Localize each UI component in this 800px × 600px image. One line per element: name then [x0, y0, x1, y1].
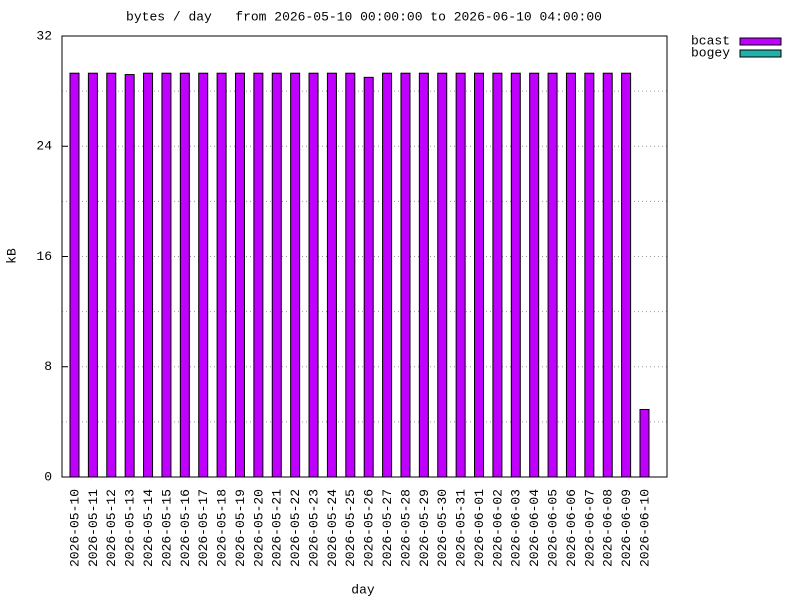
x-tick-label: 2026-06-06	[564, 489, 579, 567]
x-tick-label: 2026-05-20	[251, 489, 266, 567]
bar	[179, 72, 190, 478]
bar	[529, 72, 540, 478]
bar	[547, 72, 558, 478]
y-tick-label: 8	[44, 359, 52, 374]
y-tick-label: 24	[36, 139, 52, 154]
bar	[198, 72, 209, 478]
bar	[455, 72, 466, 478]
x-tick-label: 2026-05-19	[233, 489, 248, 567]
bar	[510, 72, 521, 478]
bar	[271, 72, 282, 478]
x-tick-label: 2026-05-15	[159, 489, 174, 567]
bar	[418, 72, 429, 478]
x-tick-label: 2026-05-21	[270, 489, 285, 567]
x-tick-label: 2026-06-09	[619, 489, 634, 567]
bar	[621, 72, 632, 478]
x-tick-label: 2026-05-13	[123, 489, 138, 567]
x-tick-label: 2026-05-12	[104, 489, 119, 567]
legend-label: bogey	[691, 45, 730, 60]
x-tick-label: 2026-05-26	[362, 489, 377, 567]
bar	[492, 72, 503, 478]
bar	[326, 72, 337, 478]
bar	[216, 72, 227, 478]
x-tick-label: 2026-05-14	[141, 489, 156, 567]
x-tick-label: 2026-05-17	[196, 489, 211, 567]
chart-title: bytes / day from 2026-05-10 00:00:00 to …	[126, 9, 602, 24]
x-tick-label: 2026-05-23	[306, 489, 321, 567]
x-tick-label: 2026-06-05	[546, 489, 561, 567]
bar	[474, 72, 485, 478]
y-tick-label: 16	[36, 249, 52, 264]
bar	[602, 72, 613, 478]
bar	[253, 72, 264, 478]
y-tick-label: 32	[36, 28, 52, 43]
x-tick-label: 2026-05-29	[417, 489, 432, 567]
x-tick-label: 2026-06-10	[637, 489, 652, 567]
bar	[143, 72, 154, 478]
x-tick-label: 2026-05-16	[178, 489, 193, 567]
bar	[584, 72, 595, 478]
bar	[565, 72, 576, 478]
legend-swatch	[739, 37, 782, 46]
x-tick-label: 2026-05-24	[325, 489, 340, 567]
bar	[345, 72, 356, 478]
bar	[234, 72, 245, 478]
bar	[69, 72, 80, 478]
x-tick-label: 2026-05-10	[67, 489, 82, 567]
x-tick-label: 2026-06-07	[582, 489, 597, 567]
x-tick-label: 2026-05-30	[435, 489, 450, 567]
bar	[124, 74, 135, 478]
bar	[363, 76, 374, 478]
x-tick-label: 2026-06-03	[509, 489, 524, 567]
y-axis-label: kB	[4, 248, 19, 264]
y-tick-label: 0	[44, 469, 52, 484]
bar	[400, 72, 411, 478]
bar	[106, 72, 117, 478]
bar	[290, 72, 301, 478]
bar	[639, 408, 650, 478]
x-tick-label: 2026-05-18	[215, 489, 230, 567]
legend-swatch	[739, 49, 782, 58]
bar	[308, 72, 319, 478]
x-tick-label: 2026-06-02	[490, 489, 505, 567]
bar	[382, 72, 393, 478]
x-tick-label: 2026-05-11	[86, 489, 101, 567]
x-axis-label: day	[351, 582, 375, 597]
x-tick-label: 2026-06-01	[472, 489, 487, 567]
x-tick-label: 2026-05-31	[454, 489, 469, 567]
x-tick-label: 2026-05-22	[288, 489, 303, 567]
x-tick-label: 2026-06-08	[601, 489, 616, 567]
x-tick-label: 2026-06-04	[527, 489, 542, 567]
legend-label: bcast	[691, 33, 730, 48]
x-tick-label: 2026-05-28	[398, 489, 413, 567]
x-tick-label: 2026-05-27	[380, 489, 395, 567]
plot-border	[61, 35, 668, 478]
bar	[161, 72, 172, 478]
bar	[87, 72, 98, 478]
bar	[437, 72, 448, 478]
x-tick-label: 2026-05-25	[343, 489, 358, 567]
